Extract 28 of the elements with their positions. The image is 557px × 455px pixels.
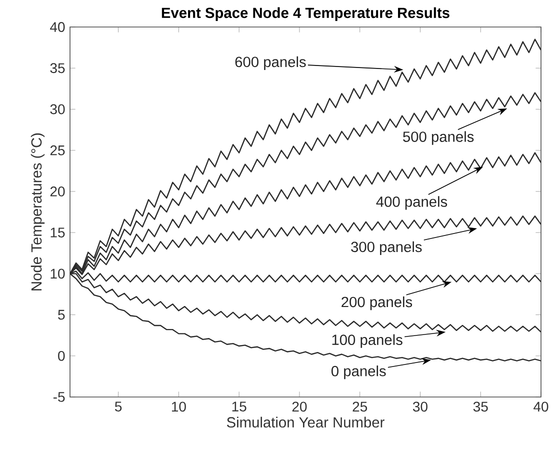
y-tick-label: 30 xyxy=(50,104,65,114)
x-tick-label: 20 xyxy=(292,402,307,412)
annotation: 500 panels xyxy=(403,131,474,145)
x-tick-label: 35 xyxy=(473,402,488,412)
y-tick-label: 25 xyxy=(50,145,65,156)
annotation: 0 panels xyxy=(331,366,386,380)
annotation: 200 panels xyxy=(342,296,412,310)
y-tick-label: 10 xyxy=(50,268,65,279)
x-tick-label: 15 xyxy=(232,402,246,412)
x-tick-label: 5 xyxy=(114,402,122,412)
x-tick-label: 40 xyxy=(534,402,548,412)
y-tick-label: 20 xyxy=(50,186,65,196)
y-tick-label: 5 xyxy=(58,310,65,320)
x-tick-label: 25 xyxy=(352,402,368,412)
annotation: 100 panels xyxy=(332,334,402,348)
y-tick-label: 0 xyxy=(58,350,65,361)
x-tick-label: 10 xyxy=(172,402,186,412)
y-tick-label: -5 xyxy=(53,392,65,402)
annotation: 600 panels xyxy=(235,56,306,70)
y-tick-label: 40 xyxy=(50,22,65,32)
y-axis-title: Node Temperatures (°C) xyxy=(30,133,45,290)
x-axis-title: Simulation Year Number xyxy=(226,416,384,428)
x-tick-label: 30 xyxy=(412,402,428,412)
y-tick-label: 15 xyxy=(50,228,65,238)
chart-title: Event Space Node 4 Temperature Results xyxy=(162,7,450,21)
annotation: 300 panels xyxy=(351,241,422,256)
y-tick-label: 35 xyxy=(50,63,65,74)
annotation: 400 panels xyxy=(376,196,448,210)
